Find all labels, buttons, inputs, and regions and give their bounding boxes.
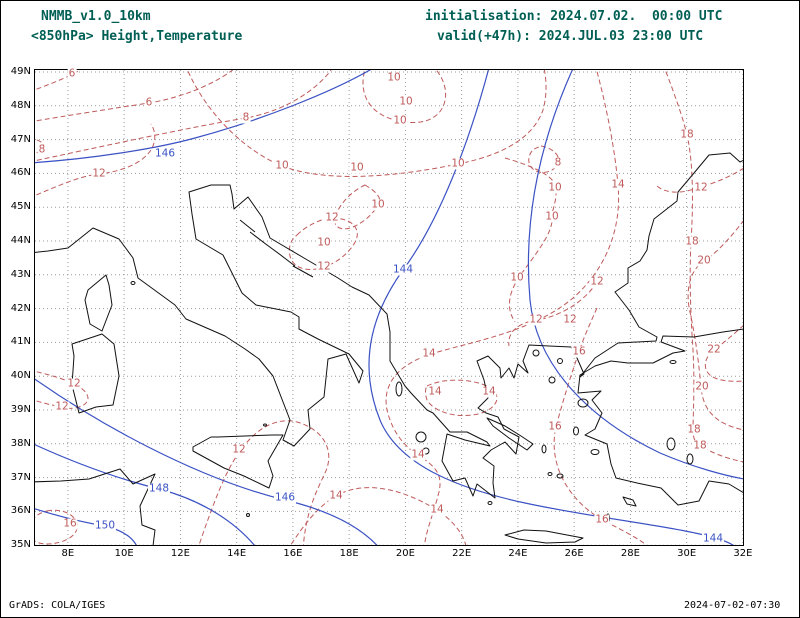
lon-tick-label: 20E (395, 548, 415, 559)
latlon-grid (35, 70, 743, 545)
lon-tick-label: 8E (61, 548, 75, 559)
lat-tick-label: 38N (10, 437, 31, 449)
field-title: <850hPa> Height,Temperature (31, 29, 243, 44)
lon-tick-label: 12E (170, 548, 190, 559)
init-time: initialisation: 2024.07.02. 00:00 UTC (425, 9, 723, 24)
lat-tick-label: 43N (10, 268, 31, 280)
lat-tick-label: 36N (10, 505, 31, 517)
lon-tick-label: 10E (114, 548, 134, 559)
grads-attribution: GrADS: COLA/IGES (9, 600, 106, 611)
lon-tick-label: 26E (564, 548, 584, 559)
lon-tick-label: 28E (620, 548, 640, 559)
temperature-contours (35, 70, 743, 545)
lat-tick-label: 44N (10, 235, 31, 246)
lat-tick-label: 49N (10, 66, 31, 77)
lat-tick-label: 40N (10, 370, 31, 382)
lat-tick-label: 42N (10, 302, 31, 314)
map-frame: 146 144 148 146 150 144 6 10 6 8 10 10 18 8 12 10 10 10 8 1… (11, 67, 753, 559)
lon-tick-label: 14E (227, 548, 247, 559)
lat-tick-label: 48N (10, 99, 31, 111)
lon-tick-label: 30E (677, 548, 697, 559)
lat-tick-label: 35N (10, 539, 31, 551)
lon-tick-label: 32E (733, 548, 753, 559)
map-canvas (35, 70, 743, 545)
creation-timestamp: 2024-07-02-07:30 (684, 600, 781, 611)
lat-tick-label: 47N (10, 133, 31, 145)
height-contours (35, 70, 743, 545)
valid-time: valid(+47h): 2024.JUL.03 23:00 UTC (437, 29, 704, 44)
lon-tick-label: 18E (339, 548, 359, 559)
lat-tick-label: 45N (10, 201, 31, 213)
lat-tick-label: 46N (10, 167, 31, 179)
lon-tick-label: 24E (508, 548, 528, 559)
lon-tick-label: 22E (452, 548, 472, 559)
lat-tick-label: 37N (10, 471, 31, 483)
coastlines (35, 152, 743, 545)
model-title: NMMB_v1.0_10km (41, 9, 151, 24)
lat-tick-label: 39N (10, 404, 31, 415)
lon-tick-label: 16E (283, 548, 303, 559)
lat-tick-label: 41N (10, 336, 31, 348)
